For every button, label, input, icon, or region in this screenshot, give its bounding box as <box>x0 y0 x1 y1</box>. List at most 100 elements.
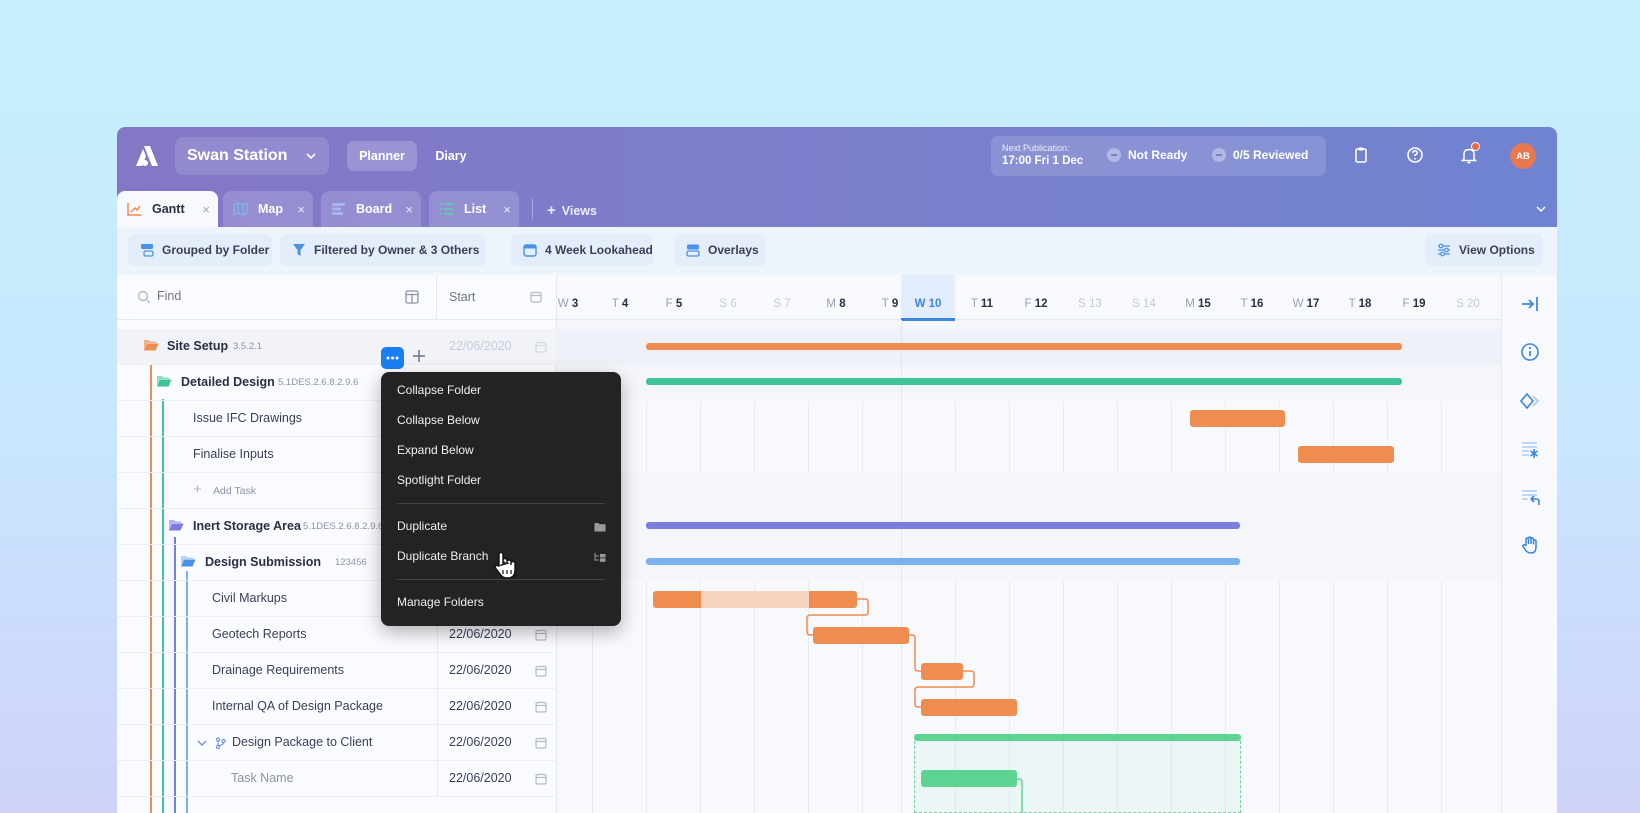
table-row[interactable]: Drainage Requirements 22/06/2020 <box>117 653 557 689</box>
day-label: F 5 <box>665 298 683 310</box>
project-selector[interactable]: Swan Station <box>175 137 329 175</box>
nav-diary[interactable]: Diary <box>435 149 467 163</box>
table-row[interactable]: Civil Markups <box>117 581 557 617</box>
gantt-timeline[interactable]: W 3 T 4 F 5 S 6 S 7 M 8 T 9 W 10 T 11 F … <box>557 275 1501 813</box>
columns-icon[interactable] <box>405 290 419 304</box>
bell-icon[interactable] <box>1459 145 1479 165</box>
help-icon[interactable] <box>1405 145 1425 165</box>
table-row[interactable]: Design Submission 123456 <box>117 545 557 581</box>
lookahead-button[interactable]: 4 Week Lookahead <box>511 234 653 266</box>
add-view-button[interactable]: + Views <box>547 202 597 219</box>
undo-list-icon[interactable] <box>1520 487 1540 507</box>
more-options-button[interactable] <box>381 347 404 369</box>
start-cell[interactable] <box>437 761 557 797</box>
group-by-label: Grouped by Folder <box>162 243 270 257</box>
add-child-button[interactable] <box>412 349 426 363</box>
clipboard-icon[interactable] <box>1351 145 1371 165</box>
menu-item-expand-below[interactable]: Expand Below <box>397 443 474 457</box>
start-cell[interactable] <box>437 653 557 689</box>
hierarchy-line <box>162 399 164 813</box>
table-row[interactable]: Issue IFC Drawings <box>117 401 557 437</box>
app-logo-icon[interactable] <box>135 145 159 167</box>
avatar[interactable]: AB <box>1510 143 1536 169</box>
hand-pan-icon[interactable] <box>1520 535 1540 555</box>
start-column-header[interactable]: Start <box>437 275 557 320</box>
info-icon[interactable] <box>1520 342 1540 362</box>
view-options-button[interactable]: View Options <box>1425 234 1543 266</box>
row-name: Task Name <box>231 771 294 785</box>
close-icon[interactable]: × <box>405 202 413 217</box>
table-row[interactable]: Detailed Design 5.1DES.2.6.8.2.9.6 <box>117 365 557 401</box>
grid-line <box>1387 401 1388 473</box>
menu-item-duplicate-branch[interactable]: Duplicate Branch <box>397 549 489 563</box>
menu-item-manage-folders[interactable]: Manage Folders <box>397 595 484 609</box>
gantt-bar-drainage[interactable] <box>921 663 963 680</box>
table-row[interactable]: Task Name 22/06/2020 <box>117 761 557 797</box>
milestone-icon[interactable] <box>1520 391 1540 411</box>
group-by-button[interactable]: Grouped by Folder <box>128 234 272 266</box>
chevron-down-icon <box>306 153 316 160</box>
grid-line <box>646 401 647 473</box>
nav-planner[interactable]: Planner <box>347 141 417 171</box>
menu-item-duplicate[interactable]: Duplicate <box>397 519 448 533</box>
row-start-date: 22/06/2020 <box>449 627 512 641</box>
calendar-icon <box>523 244 537 257</box>
table-row[interactable]: Design Package to Client 22/06/2020 <box>117 725 557 761</box>
gantt-bar-site-setup[interactable] <box>646 343 1402 350</box>
menu-item-collapse-below[interactable]: Collapse Below <box>397 413 480 427</box>
gantt-bar-issue-ifc[interactable] <box>1190 410 1285 427</box>
filter-button[interactable]: Filtered by Owner & 3 Others <box>280 234 486 266</box>
grid-line <box>700 581 701 813</box>
tab-board[interactable]: Board × <box>321 191 421 227</box>
grid-line <box>808 581 809 813</box>
grid-line <box>1009 401 1010 473</box>
app-window: Swan Station Planner Diary Next Publicat… <box>117 127 1557 813</box>
table-row[interactable]: Inert Storage Area 5.1DES.2.6.8.2.9.6 <box>117 509 557 545</box>
close-icon[interactable]: × <box>297 202 305 217</box>
gantt-bar-finalise-inputs[interactable] <box>1298 446 1394 463</box>
grid-line <box>1441 401 1442 473</box>
start-cell[interactable] <box>437 725 557 761</box>
menu-item-spotlight-folder[interactable]: Spotlight Folder <box>397 473 482 487</box>
grid-line <box>862 401 863 473</box>
tab-map[interactable]: Map × <box>223 191 313 227</box>
table-row[interactable]: Finalise Inputs <box>117 437 557 473</box>
filter-bar: Grouped by Folder Filtered by Owner & 3 … <box>117 227 1557 275</box>
start-cell[interactable] <box>437 617 557 653</box>
chevron-down-icon[interactable] <box>197 738 207 748</box>
gantt-bar-design-package[interactable] <box>914 734 1241 741</box>
grid-line <box>754 401 755 473</box>
row-name: Civil Markups <box>212 591 288 605</box>
chevron-down-icon[interactable] <box>1535 203 1547 215</box>
gantt-bar-detailed-design[interactable] <box>646 378 1402 385</box>
start-cell[interactable] <box>437 689 557 725</box>
row-name: Internal QA of Design Package <box>212 699 383 713</box>
grid-line <box>1279 581 1280 813</box>
constraints-icon[interactable] <box>1520 439 1540 459</box>
close-icon[interactable]: × <box>202 202 210 217</box>
gantt-bar-design-submission[interactable] <box>646 558 1240 565</box>
close-icon[interactable]: × <box>503 202 511 217</box>
search-input[interactable] <box>157 289 357 303</box>
gantt-bar-civil-markups[interactable] <box>653 591 857 608</box>
tab-gantt[interactable]: Gantt × <box>117 191 218 227</box>
find-bar <box>117 275 437 320</box>
gantt-bar-inert-storage[interactable] <box>646 522 1240 529</box>
table-row[interactable]: Site Setup 3.5.2.1 22/06/2020 <box>117 329 557 365</box>
table-row[interactable]: Geotech Reports 22/06/2020 <box>117 617 557 653</box>
add-task-row[interactable]: + Add Task <box>117 473 557 509</box>
timeline-header: W 3 T 4 F 5 S 6 S 7 M 8 T 9 W 10 T 11 F … <box>557 275 1501 321</box>
grid-line <box>700 401 701 473</box>
gantt-bar-geotech[interactable] <box>813 627 909 644</box>
row-name: Geotech Reports <box>212 627 307 641</box>
tab-list[interactable]: List × <box>429 191 519 227</box>
gantt-bar-task-name[interactable] <box>921 770 1017 787</box>
gantt-bar-internal-qa[interactable] <box>921 699 1017 716</box>
table-row[interactable]: Internal QA of Design Package 22/06/2020 <box>117 689 557 725</box>
tab-label: List <box>464 202 487 216</box>
collapse-right-icon[interactable] <box>1520 294 1540 314</box>
day-label: W 17 <box>1292 298 1320 310</box>
overlays-button[interactable]: Overlays <box>674 234 766 266</box>
publication-panel[interactable]: Next Publication: 17:00 Fri 1 Dec Not Re… <box>991 136 1326 176</box>
menu-item-collapse-folder[interactable]: Collapse Folder <box>397 383 482 397</box>
